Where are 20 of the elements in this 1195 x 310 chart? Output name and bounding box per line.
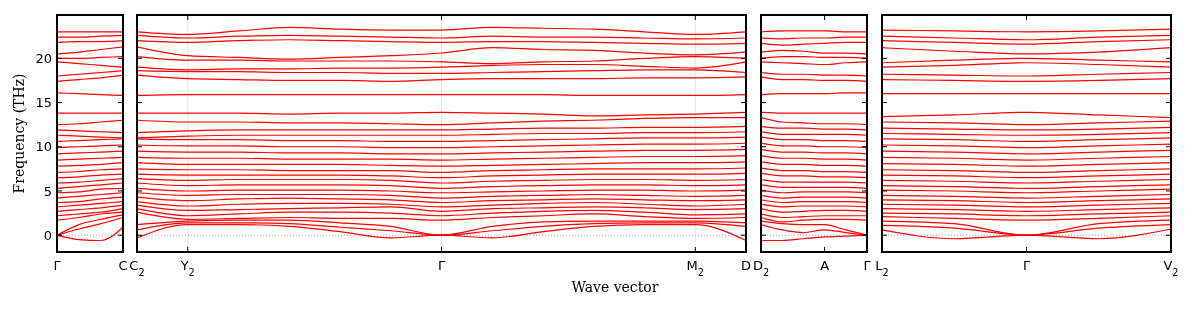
y-tick-label: 10 (35, 139, 52, 155)
y-tick-label: 15 (35, 95, 52, 111)
x-tick-label: C (118, 258, 128, 273)
x-tick-label: M$_{2}$ (686, 258, 704, 278)
x-tick-label: Γ (437, 258, 446, 273)
x-tick-label: A (820, 258, 830, 273)
x-tick-label: V$_{2}$ (1163, 258, 1179, 278)
x-tick-label: D$_{2}$ (752, 258, 770, 278)
x-axis-title: Wave vector (571, 279, 659, 295)
x-tick-label: Γ (1022, 258, 1031, 273)
x-tick-label: Γ (863, 258, 872, 273)
x-tick-label: C$_{2}$ (129, 258, 145, 278)
y-axis-title: Frequency (THz) (11, 73, 27, 194)
x-tick-label: L$_{2}$ (875, 258, 889, 278)
x-tick-label: D (740, 258, 752, 273)
y-tick-label: 0 (43, 227, 52, 243)
x-tick-label: Γ (53, 258, 62, 273)
y-tick-label: 20 (35, 50, 52, 66)
y-tick-label: 5 (43, 183, 52, 199)
x-tick-label: Y$_{2}$ (179, 258, 195, 278)
